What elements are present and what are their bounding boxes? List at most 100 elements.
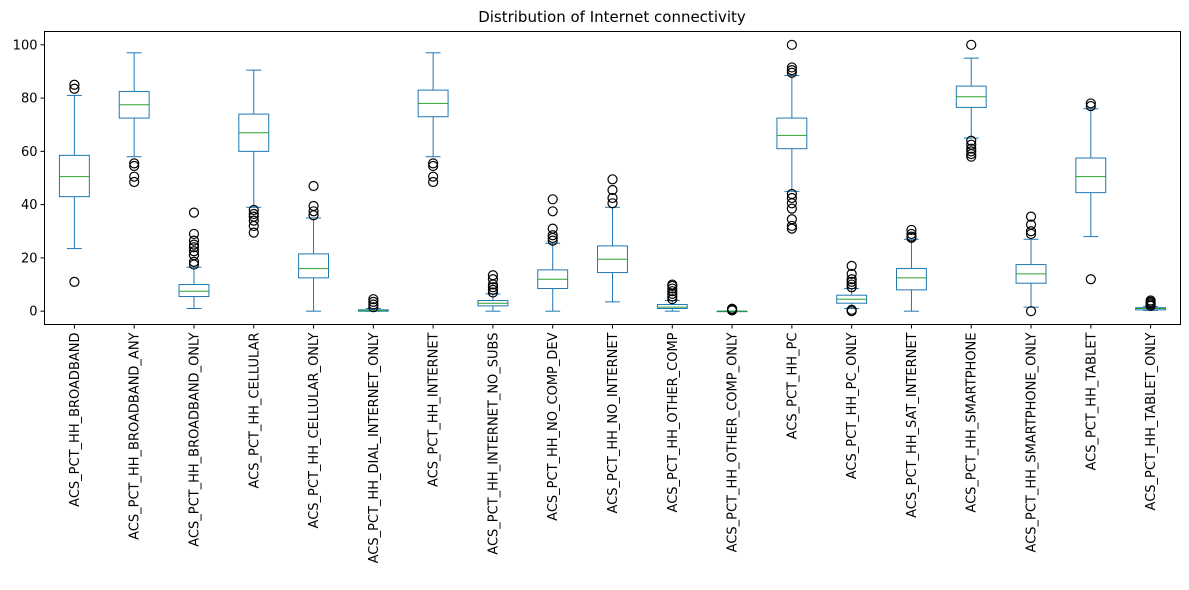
x-tick-label: ACS_PCT_HH_SMARTPHONE <box>965 333 980 513</box>
outlier-point <box>188 246 200 257</box>
outlier-point <box>1025 219 1037 230</box>
outlier-point <box>667 294 678 305</box>
x-tick-label: ACS_PCT_HH_TABLET <box>1084 332 1099 470</box>
outlier-point <box>846 282 857 293</box>
outlier-point <box>308 200 319 212</box>
outlier-point <box>1145 295 1156 306</box>
outlier-point <box>966 143 977 154</box>
outlier-point <box>428 158 439 169</box>
outlier-point <box>966 146 977 157</box>
outlier-point <box>846 274 857 285</box>
outlier-point <box>248 211 259 222</box>
x-tick-label: ACS_PCT_HH_NO_INTERNET <box>606 332 621 513</box>
outlier-point <box>966 135 977 146</box>
outlier-point <box>69 79 80 90</box>
outlier-point <box>846 268 857 279</box>
outlier-point <box>786 203 797 214</box>
outlier-point <box>786 188 797 200</box>
outlier-point <box>188 256 200 268</box>
x-tick-label: ACS_PCT_HH_NO_COMP_DEV <box>546 332 561 520</box>
outlier-point <box>308 180 319 192</box>
outlier-point <box>667 283 678 294</box>
outlier-point <box>726 303 738 314</box>
outlier-point <box>607 192 618 204</box>
outlier-point <box>248 215 259 226</box>
x-tick-label: ACS_PCT_HH_SAT_INTERNET <box>905 332 920 517</box>
x-tick-label: ACS_PCT_HH_INTERNET <box>427 332 442 487</box>
outlier-point <box>308 206 319 217</box>
outlier-point <box>966 151 977 162</box>
outlier-point <box>487 270 499 281</box>
outlier-point <box>547 223 558 234</box>
outlier-point <box>906 231 917 242</box>
outlier-point <box>428 171 439 182</box>
outlier-point <box>786 39 797 50</box>
x-tick-label: ACS_PCT_HH_BROADBAND_ANY <box>128 332 143 539</box>
outlier-point <box>487 284 499 295</box>
outlier-point <box>667 286 678 297</box>
box-iqr <box>1075 157 1107 194</box>
outlier-point <box>786 65 797 76</box>
box-iqr <box>656 304 688 310</box>
outlier-point <box>786 192 797 204</box>
outlier-point <box>1085 98 1096 109</box>
box-iqr <box>178 284 210 298</box>
y-tick-label: 80 <box>21 92 38 107</box>
box-iqr <box>298 253 329 279</box>
outlier-point <box>786 220 797 232</box>
outlier-point <box>69 276 80 287</box>
outlier-point <box>188 242 200 253</box>
y-tick-label: 100 <box>13 38 38 53</box>
chart-title: Distribution of Internet connectivity <box>478 8 746 26</box>
outlier-point <box>368 294 379 305</box>
outlier-point <box>547 230 558 241</box>
outlier-point <box>428 176 439 188</box>
x-tick-label: ACS_PCT_HH_SMARTPHONE_ONLY <box>1025 332 1040 552</box>
outlier-point <box>248 204 259 216</box>
outlier-point <box>188 235 200 246</box>
outlier-point <box>906 228 917 240</box>
x-tick-label: ACS_PCT_HH_PC_ONLY <box>845 332 860 479</box>
y-tick-label: 0 <box>29 305 37 320</box>
outlier-point <box>129 171 140 182</box>
outlier-point <box>1085 274 1096 285</box>
box-iqr <box>896 268 927 291</box>
outlier-point <box>846 304 857 315</box>
x-tick-label: ACS_PCT_HH_OTHER_COMP <box>666 332 681 512</box>
outlier-point <box>667 279 678 290</box>
outlier-point <box>248 227 259 238</box>
outlier-point <box>1085 100 1096 112</box>
outlier-point <box>129 158 140 169</box>
outlier-point <box>188 228 200 240</box>
outlier-point <box>129 176 140 188</box>
outlier-point <box>368 302 379 313</box>
outlier-point <box>547 194 558 205</box>
outlier-point <box>607 184 618 196</box>
outlier-point <box>188 239 200 250</box>
x-tick-label: ACS_PCT_HH_DIAL_INTERNET_ONLY <box>367 332 382 563</box>
outlier-point <box>487 282 499 293</box>
outlier-point <box>487 287 499 298</box>
outlier-point <box>846 276 857 287</box>
outlier-point <box>786 214 797 225</box>
axes-frame <box>44 31 1181 325</box>
outlier-point <box>1025 226 1037 237</box>
outlier-point <box>129 160 140 172</box>
box-iqr <box>58 154 90 198</box>
x-tick-label: ACS_PCT_HH_TABLET_ONLY <box>1144 332 1159 510</box>
box-iqr <box>776 117 808 150</box>
x-tick-label: ACS_PCT_HH_CELLULAR_ONLY <box>307 332 322 528</box>
outlier-point <box>428 160 439 172</box>
outlier-point <box>846 279 857 290</box>
outlier-point <box>906 224 917 236</box>
x-tick-label: ACS_PCT_HH_CELLULAR <box>247 333 262 489</box>
outlier-point <box>1025 211 1037 222</box>
x-tick-label: ACS_PCT_HH_INTERNET_NO_SUBS <box>486 333 501 555</box>
y-tick-label: 40 <box>21 198 38 213</box>
outlier-point <box>487 274 499 285</box>
x-tick-label: ACS_PCT_HH_OTHER_COMP_ONLY <box>726 332 741 552</box>
outlier-point <box>667 291 678 302</box>
outlier-point <box>188 250 200 261</box>
